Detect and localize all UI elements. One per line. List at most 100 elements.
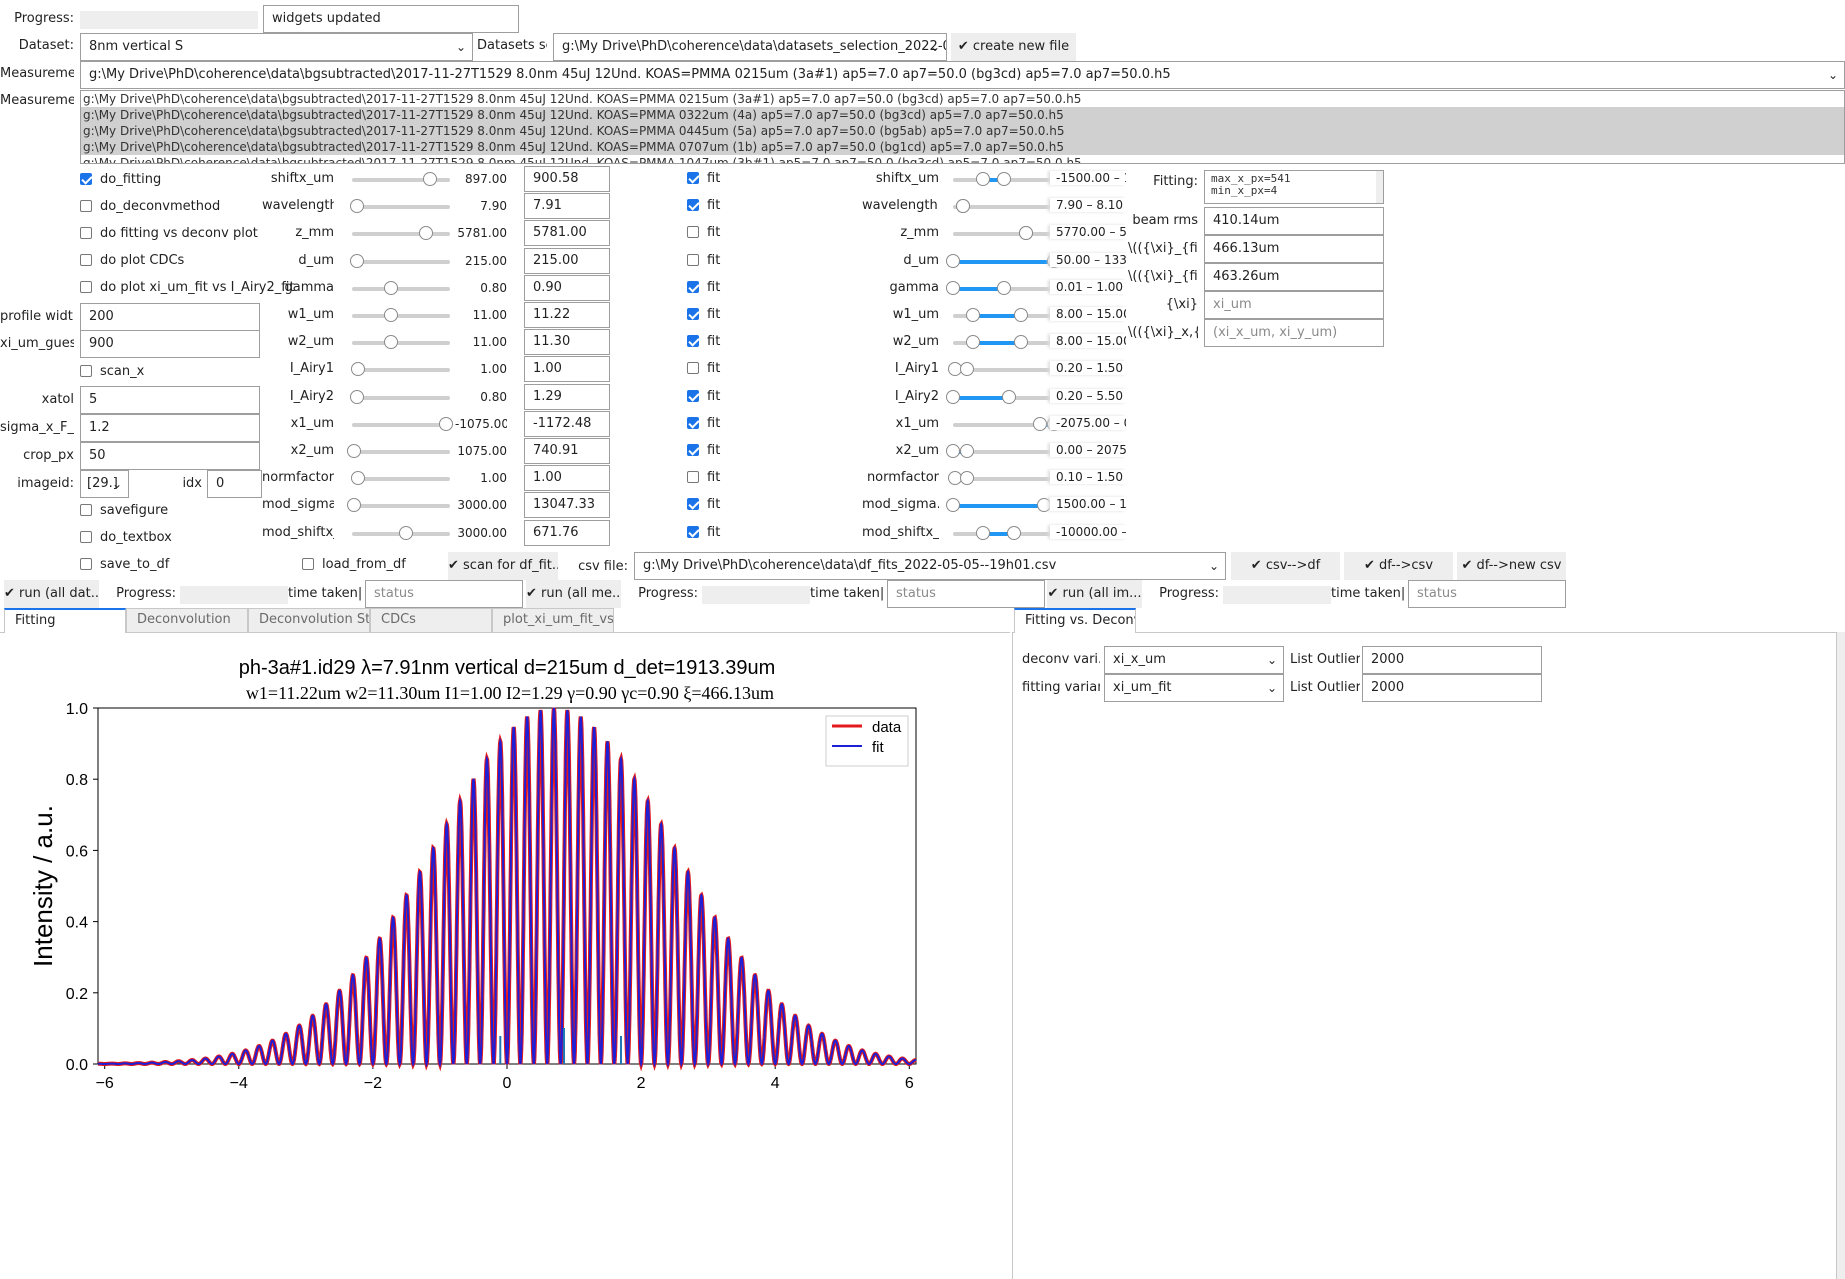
range-handle[interactable] <box>946 389 960 404</box>
param-value-field[interactable]: 671.76 <box>524 519 610 546</box>
range-handle[interactable] <box>1036 498 1051 513</box>
param-value-field[interactable]: 215.00 <box>524 247 610 274</box>
profile-width-field[interactable]: 200 <box>80 303 260 331</box>
param-value-field[interactable]: 1.29 <box>524 383 610 410</box>
slider-handle[interactable] <box>384 280 399 295</box>
crop-px-field[interactable]: 50 <box>80 442 260 470</box>
fit-checkbox[interactable]: fit <box>687 361 720 376</box>
param-value-field[interactable]: 900.58 <box>524 166 610 192</box>
df-to-csv-button[interactable]: ✔ df-->csv <box>1344 552 1453 580</box>
range-slider[interactable] <box>946 280 1054 295</box>
fitting-textarea[interactable]: max_x_px=541 min_x_px=4... <box>1204 170 1384 204</box>
checkbox-icon[interactable] <box>80 281 92 293</box>
fit-checkbox[interactable]: fit <box>687 416 720 431</box>
xatol-field[interactable]: 5 <box>80 386 260 414</box>
range-slider[interactable] <box>946 389 1054 404</box>
range-handle[interactable] <box>960 362 975 377</box>
range-slider[interactable] <box>946 253 1061 268</box>
param-value-field[interactable]: 1.00 <box>524 356 610 383</box>
checkbox-icon[interactable] <box>687 199 699 212</box>
range-handle[interactable] <box>1001 389 1016 404</box>
imageid-select[interactable]: [29.] ⌄ <box>80 470 129 498</box>
checkbox-icon[interactable] <box>80 504 92 516</box>
checkbox-icon[interactable] <box>687 280 699 293</box>
slider-handle[interactable] <box>439 416 454 431</box>
param-slider[interactable] <box>346 444 450 458</box>
xi-xy-field[interactable]: (xi_x_um, xi_y_um) <box>1204 319 1384 347</box>
fit-checkbox[interactable]: fit <box>687 334 720 349</box>
checkbox-icon[interactable] <box>687 308 699 320</box>
range-slider[interactable] <box>953 335 1054 350</box>
csv-to-df-button[interactable]: ✔ csv-->df <box>1231 552 1340 580</box>
csv-file-select[interactable]: g:\My Drive\PhD\coherence\data\df_fits_2… <box>634 552 1226 580</box>
slider-handle[interactable] <box>349 389 364 404</box>
fit-checkbox[interactable]: fit <box>687 198 720 213</box>
slider-handle[interactable] <box>346 444 361 458</box>
param-value-field[interactable]: 13047.33 <box>524 492 610 519</box>
list-item[interactable]: g:\My Drive\PhD\coherence\data\bgsubtrac… <box>81 123 1844 139</box>
param-slider[interactable] <box>350 362 450 377</box>
slider-handle[interactable] <box>418 226 433 241</box>
fitting-variant-select[interactable]: xi_um_fit ⌄ <box>1104 674 1284 702</box>
range-slider[interactable] <box>946 444 1054 458</box>
checkbox-icon[interactable] <box>687 498 699 511</box>
range-handle[interactable] <box>946 280 960 295</box>
run-all-images-button[interactable]: ✔ run (all im... <box>1047 580 1142 608</box>
range-handle[interactable] <box>966 335 981 350</box>
range-handle[interactable] <box>966 308 981 322</box>
range-handle[interactable] <box>946 253 960 268</box>
do-fitting-checkbox[interactable]: do_fitting <box>80 172 161 187</box>
checkbox-icon[interactable] <box>80 200 92 212</box>
range-handle[interactable] <box>946 498 960 513</box>
checkbox-icon[interactable] <box>687 389 699 402</box>
checkbox-icon[interactable] <box>80 365 92 377</box>
do-fitting-vs-deconv-checkbox[interactable]: do fitting vs deconv plot <box>80 226 258 241</box>
checkbox-icon[interactable] <box>687 525 699 538</box>
datasets-selection-select[interactable]: g:\My Drive\PhD\coherence\data\datasets_… <box>553 33 947 61</box>
tab-2[interactable]: Deconvolution Steps <box>248 608 370 632</box>
range-slider[interactable] <box>953 416 1061 431</box>
param-value-field[interactable]: 5781.00 <box>524 220 610 247</box>
outlier-field-2[interactable]: 2000 <box>1362 674 1542 702</box>
checkbox-icon[interactable] <box>80 531 92 543</box>
range-slider[interactable] <box>953 172 1054 186</box>
range-handle[interactable] <box>976 525 991 540</box>
slider-handle[interactable] <box>349 253 364 268</box>
range-handle[interactable] <box>1006 525 1021 540</box>
range-handle[interactable] <box>960 444 975 458</box>
fit-checkbox[interactable]: fit <box>687 307 720 322</box>
df-to-new-csv-button[interactable]: ✔ df-->new csv <box>1457 552 1566 580</box>
range-handle[interactable] <box>960 471 975 486</box>
range-handle[interactable] <box>996 280 1011 295</box>
fit-checkbox[interactable]: fit <box>687 443 720 458</box>
fit-checkbox[interactable]: fit <box>687 171 720 186</box>
measurement-multiselect[interactable]: g:\My Drive\PhD\coherence\data\bgsubtrac… <box>80 90 1845 164</box>
range-slider[interactable] <box>948 471 1054 486</box>
panel-scrollbar[interactable] <box>1836 632 1845 1279</box>
checkbox-icon[interactable] <box>687 253 699 266</box>
param-slider[interactable] <box>346 498 450 513</box>
param-slider[interactable] <box>352 280 450 295</box>
xi-field[interactable]: xi_um <box>1204 291 1384 319</box>
param-slider[interactable] <box>350 471 450 486</box>
slider-handle[interactable] <box>384 308 399 322</box>
checkbox-icon[interactable] <box>687 471 699 484</box>
save-to-df-checkbox[interactable]: save_to_df <box>80 557 169 572</box>
range-slider[interactable] <box>948 362 1054 377</box>
fit-checkbox[interactable]: fit <box>687 497 720 512</box>
tab-0[interactable]: Fitting <box>4 608 126 633</box>
param-slider[interactable] <box>352 172 450 186</box>
xi-fit-field[interactable]: 466.13um <box>1204 235 1384 263</box>
fit-checkbox[interactable]: fit <box>687 470 720 485</box>
range-slider[interactable] <box>953 226 1054 241</box>
tab-4[interactable]: plot_xi_um_fit_vs_I_A <box>492 608 614 632</box>
checkbox-icon[interactable] <box>80 254 92 266</box>
checkbox-icon[interactable] <box>302 558 314 570</box>
param-value-field[interactable]: 7.91 <box>524 193 610 220</box>
do-plot-cdcs-checkbox[interactable]: do plot CDCs <box>80 253 184 268</box>
param-slider[interactable] <box>349 199 450 214</box>
tab-3[interactable]: CDCs <box>370 608 492 632</box>
range-slider[interactable] <box>953 525 1054 540</box>
checkbox-icon[interactable] <box>687 444 699 456</box>
list-item[interactable]: g:\My Drive\PhD\coherence\data\bgsubtrac… <box>81 107 1844 123</box>
